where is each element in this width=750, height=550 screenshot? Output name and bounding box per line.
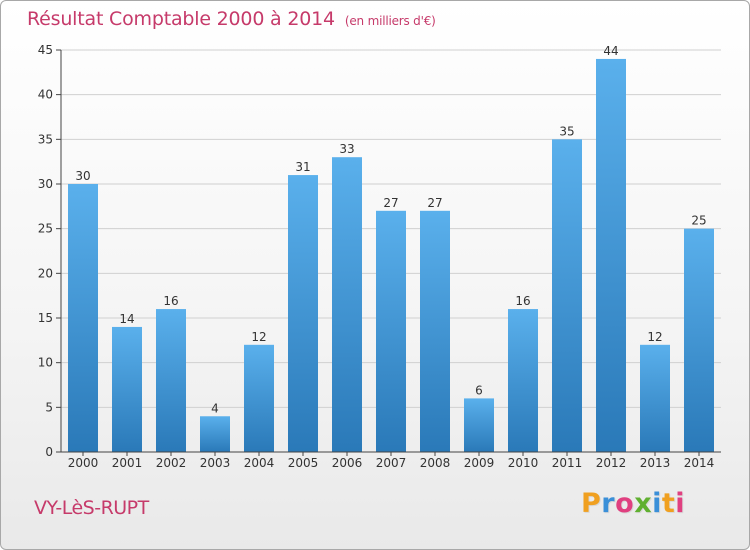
bar-2009: [464, 398, 494, 452]
x-tick-label: 2003: [200, 456, 231, 470]
chart-title: Résultat Comptable 2000 à 2014 (en millie…: [27, 8, 436, 30]
data-label: 30: [75, 169, 90, 183]
data-label: 25: [691, 214, 706, 228]
bar-2014: [684, 228, 714, 452]
bar-2011: [552, 139, 582, 453]
x-tick-label: 2010: [508, 456, 539, 470]
data-label: 12: [251, 330, 266, 344]
bar-2008: [420, 210, 450, 452]
bar-2004: [244, 344, 274, 452]
logo-letter: x: [634, 488, 653, 519]
bar-2000: [68, 184, 98, 452]
y-tick-label: 35: [38, 132, 53, 146]
logo-letter: i: [652, 488, 662, 519]
bar-2003: [200, 416, 230, 452]
bar-2001: [112, 326, 142, 452]
y-tick-label: 30: [38, 177, 53, 191]
bar-2005: [288, 175, 318, 453]
data-label: 6: [475, 383, 483, 397]
logo-letter: o: [615, 488, 635, 519]
x-tick-label: 2008: [420, 456, 451, 470]
data-label: 31: [295, 160, 310, 174]
logo-letter: i: [675, 488, 686, 519]
x-tick-label: 2013: [640, 456, 671, 470]
x-tick-label: 2006: [332, 456, 363, 470]
x-tick-label: 2000: [68, 456, 99, 470]
axis-layer: 0 5 10 15 20 25 30 35 40 45 2000 2001 2002 2003 2004 20…: [38, 43, 721, 470]
data-label: 27: [383, 196, 398, 210]
y-tick-label: 0: [45, 445, 53, 459]
bar-2012: [596, 58, 626, 452]
data-label: 14: [119, 312, 134, 326]
x-tick-label: 2011: [552, 456, 583, 470]
bar-2013: [640, 344, 670, 452]
bar-2010: [508, 309, 538, 452]
y-tick-label: 25: [38, 222, 53, 236]
y-tick-label: 20: [38, 266, 53, 280]
y-tick-label: 45: [38, 43, 53, 57]
label-layer: 30 14 16 4 12 31 33 27 27 6 16 35 44 12 25: [75, 44, 706, 415]
x-tick-label: 2002: [156, 456, 187, 470]
x-tick-label: 2009: [464, 456, 495, 470]
x-tick-label: 2001: [112, 456, 143, 470]
data-label: 44: [603, 44, 618, 58]
data-label: 16: [515, 294, 530, 308]
bar-2002: [156, 309, 186, 452]
data-label: 12: [647, 330, 662, 344]
bar-2006: [332, 157, 362, 452]
y-tick-label: 10: [38, 356, 53, 370]
y-tick-label: 40: [38, 88, 53, 102]
chart-title-text: Résultat Comptable 2000 à 2014: [27, 8, 335, 30]
data-label: 35: [559, 124, 574, 138]
logo-letter: t: [661, 488, 676, 519]
x-tick-label: 2012: [596, 456, 627, 470]
logo-letter: r: [601, 488, 616, 519]
data-label: 16: [163, 294, 178, 308]
y-tick-label: 15: [38, 311, 53, 325]
chart-subtitle: (en milliers d'€): [344, 14, 436, 28]
proxiti-logo: Proxiti: [581, 488, 685, 519]
place-name: VY-LèS-RUPT: [34, 497, 149, 519]
x-tick-label: 2007: [376, 456, 407, 470]
x-tick-label: 2014: [684, 456, 715, 470]
bar-layer: [68, 58, 714, 453]
y-tick-label: 5: [45, 400, 53, 414]
bar-2007: [376, 210, 406, 452]
data-label: 4: [211, 401, 219, 415]
logo-letter: P: [581, 488, 602, 519]
data-label: 27: [427, 196, 442, 210]
x-tick-label: 2005: [288, 456, 319, 470]
x-tick-label: 2004: [244, 456, 275, 470]
data-label: 33: [339, 142, 354, 156]
